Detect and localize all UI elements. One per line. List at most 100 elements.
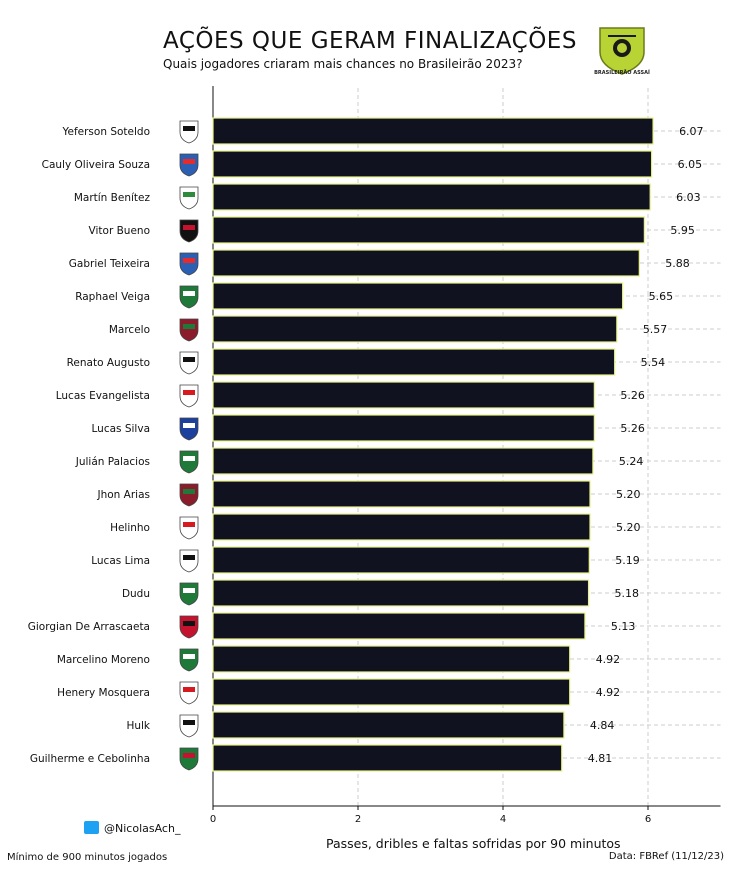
data-label: 5.19 bbox=[615, 554, 640, 567]
data-label: 5.57 bbox=[643, 323, 668, 336]
club-crest-icon bbox=[179, 351, 199, 375]
x-axis-label: Passes, dribles e faltas sofridas por 90… bbox=[326, 836, 621, 851]
bar bbox=[212, 744, 563, 772]
club-crest-icon bbox=[179, 450, 199, 474]
club-crest-band bbox=[183, 555, 195, 560]
club-crest-band bbox=[183, 192, 195, 197]
bar bbox=[212, 282, 624, 310]
club-crest-icon bbox=[179, 648, 199, 672]
club-crest-band bbox=[183, 753, 195, 758]
category-label: Yeferson Soteldo bbox=[61, 126, 150, 138]
data-label: 5.26 bbox=[620, 389, 645, 402]
category-label: Cauly Oliveira Souza bbox=[42, 159, 150, 171]
bar bbox=[212, 348, 616, 376]
data-label: 5.26 bbox=[620, 422, 645, 435]
category-label: Lucas Silva bbox=[92, 423, 150, 435]
club-crest-icon bbox=[179, 516, 199, 540]
data-label: 6.05 bbox=[678, 158, 703, 171]
bar bbox=[212, 183, 651, 211]
author-handle[interactable]: @NicolasAch_ bbox=[104, 822, 181, 835]
club-crest-band bbox=[183, 456, 195, 461]
bar bbox=[212, 513, 591, 541]
club-crest-icon bbox=[179, 120, 199, 144]
chart-title: AÇÕES QUE GERAM FINALIZAÇÕES bbox=[163, 28, 577, 54]
club-crest-band bbox=[183, 390, 195, 395]
data-source: Data: FBRef (11/12/23) bbox=[608, 851, 724, 862]
bar bbox=[212, 414, 595, 442]
club-crest-icon bbox=[179, 252, 199, 276]
category-label: Dudu bbox=[122, 588, 150, 600]
club-crest-icon bbox=[179, 417, 199, 441]
club-crest-band bbox=[183, 522, 195, 527]
bar bbox=[212, 315, 618, 343]
league-logo-text: BRASILEIRÃO ASSAÍ bbox=[594, 70, 650, 76]
category-label: Raphael Veiga bbox=[75, 291, 150, 303]
chart-subtitle: Quais jogadores criaram mais chances no … bbox=[163, 57, 523, 71]
club-crest-band bbox=[183, 126, 195, 131]
club-crest-band bbox=[183, 258, 195, 263]
club-crest-band bbox=[183, 357, 195, 362]
category-label: Henery Mosquera bbox=[57, 687, 150, 699]
club-crest-icon bbox=[179, 219, 199, 243]
category-label: Lucas Lima bbox=[91, 555, 150, 567]
category-label: Guilherme e Cebolinha bbox=[30, 753, 150, 765]
category-label: Martín Benítez bbox=[74, 192, 151, 204]
data-label: 4.92 bbox=[596, 653, 621, 666]
club-crest-band bbox=[183, 159, 195, 164]
bar bbox=[212, 612, 586, 640]
category-label: Vitor Bueno bbox=[89, 225, 150, 237]
club-crest-icon bbox=[179, 582, 199, 606]
data-label: 4.92 bbox=[596, 686, 621, 699]
data-label: 5.20 bbox=[616, 521, 641, 534]
data-label: 5.95 bbox=[670, 224, 695, 237]
category-label: Lucas Evangelista bbox=[56, 390, 150, 402]
bar bbox=[212, 579, 590, 607]
bar bbox=[212, 678, 571, 706]
bar bbox=[212, 381, 595, 409]
data-label: 5.13 bbox=[611, 620, 636, 633]
category-label: Renato Augusto bbox=[67, 357, 150, 369]
bar bbox=[212, 546, 590, 574]
category-label: Helinho bbox=[110, 522, 150, 534]
bar bbox=[212, 216, 645, 244]
category-label: Giorgian De Arrascaeta bbox=[28, 621, 150, 633]
club-crest-icon bbox=[179, 681, 199, 705]
category-label: Marcelo bbox=[109, 324, 150, 336]
club-crest-band bbox=[183, 621, 195, 626]
club-crest-band bbox=[183, 654, 195, 659]
club-crest-band bbox=[183, 324, 195, 329]
bar bbox=[212, 711, 565, 739]
data-label: 5.88 bbox=[665, 257, 690, 270]
data-label: 5.18 bbox=[615, 587, 640, 600]
x-tick-label: 6 bbox=[645, 814, 651, 825]
bar bbox=[212, 447, 594, 475]
data-label: 5.20 bbox=[616, 488, 641, 501]
x-tick-label: 4 bbox=[500, 814, 506, 825]
x-tick-label: 0 bbox=[210, 814, 216, 825]
club-crest-icon bbox=[179, 615, 199, 639]
bar bbox=[212, 249, 640, 277]
data-label: 5.24 bbox=[619, 455, 644, 468]
category-label: Marcelino Moreno bbox=[57, 654, 150, 666]
club-crest-icon bbox=[179, 186, 199, 210]
club-crest-band bbox=[183, 588, 195, 593]
category-label: Gabriel Teixeira bbox=[69, 258, 150, 270]
club-crest-icon bbox=[179, 714, 199, 738]
club-crest-band bbox=[183, 225, 195, 230]
club-crest-band bbox=[183, 489, 195, 494]
club-crest-band bbox=[183, 687, 195, 692]
category-label: Hulk bbox=[126, 720, 150, 732]
minimum-minutes-note: Mínimo de 900 minutos jogados bbox=[7, 852, 168, 863]
club-crest-band bbox=[183, 291, 195, 296]
club-crest-icon bbox=[179, 153, 199, 177]
twitter-icon bbox=[84, 821, 99, 834]
club-crest-icon bbox=[179, 384, 199, 408]
club-crest-band bbox=[183, 423, 195, 428]
data-label: 4.84 bbox=[590, 719, 615, 732]
club-crest-icon bbox=[179, 549, 199, 573]
data-label: 6.07 bbox=[679, 125, 704, 138]
data-label: 4.81 bbox=[588, 752, 613, 765]
club-crest-icon bbox=[179, 285, 199, 309]
bar bbox=[212, 150, 653, 178]
category-label: Jhon Arias bbox=[97, 489, 151, 501]
